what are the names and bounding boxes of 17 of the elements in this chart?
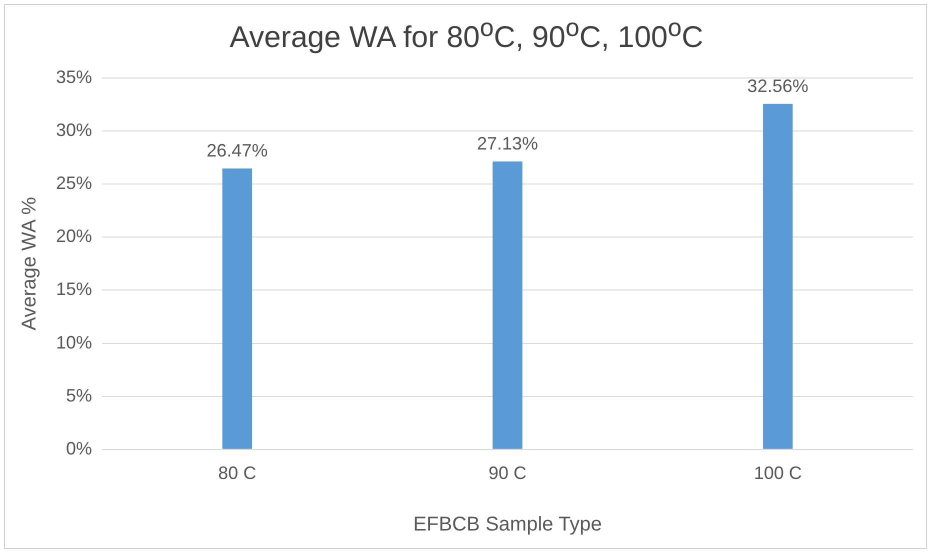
y-axis-title: Average WA % [18,196,41,330]
chart-title: Average WA for 80$^{o}$C, 90$^{o}$C, 100$^{o}$C [228,14,704,55]
data-label: 26.47% [206,140,268,160]
x-tick-label: 80 C [218,463,256,484]
y-tick-label: 30% [56,120,92,140]
y-tick-label: 0% [66,438,92,458]
y-tick-label: 5% [66,385,92,406]
y-tick-label: 25% [56,173,92,194]
x-tick-label: 90 C [488,463,527,484]
x-tick-label: 100 C [754,463,802,484]
y-tick-label: 15% [56,279,92,300]
data-label: 27.13% [476,133,538,154]
x-axis-title: EFBCB Sample Type [413,514,602,536]
data-label: 32.56% [747,76,808,96]
y-tick-label: 35% [56,66,92,87]
y-tick-label: 20% [56,226,92,246]
y-tick-label: 10% [56,332,92,352]
